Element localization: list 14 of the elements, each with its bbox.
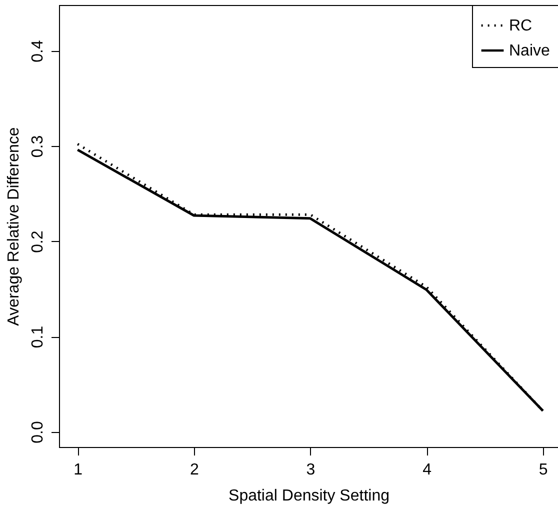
y-tick-label: 0.0 <box>30 421 46 444</box>
x-tick-label: 1 <box>74 462 83 478</box>
legend-label: Naive <box>509 42 550 60</box>
y-axis-title: Average Relative Difference <box>6 127 22 326</box>
y-tick-label: 0.1 <box>30 326 46 348</box>
x-axis-title: Spatial Density Setting <box>228 488 390 504</box>
x-tick-label: 5 <box>538 462 548 478</box>
x-tick-label: 4 <box>422 462 432 478</box>
x-tick-label: 2 <box>190 462 199 478</box>
x-tick-label: 3 <box>306 462 316 478</box>
legend-label: RC <box>509 18 532 34</box>
y-tick-label: 0.3 <box>30 135 46 158</box>
y-tick-label: 0.4 <box>30 40 46 62</box>
y-tick-label: 0.2 <box>30 230 46 253</box>
